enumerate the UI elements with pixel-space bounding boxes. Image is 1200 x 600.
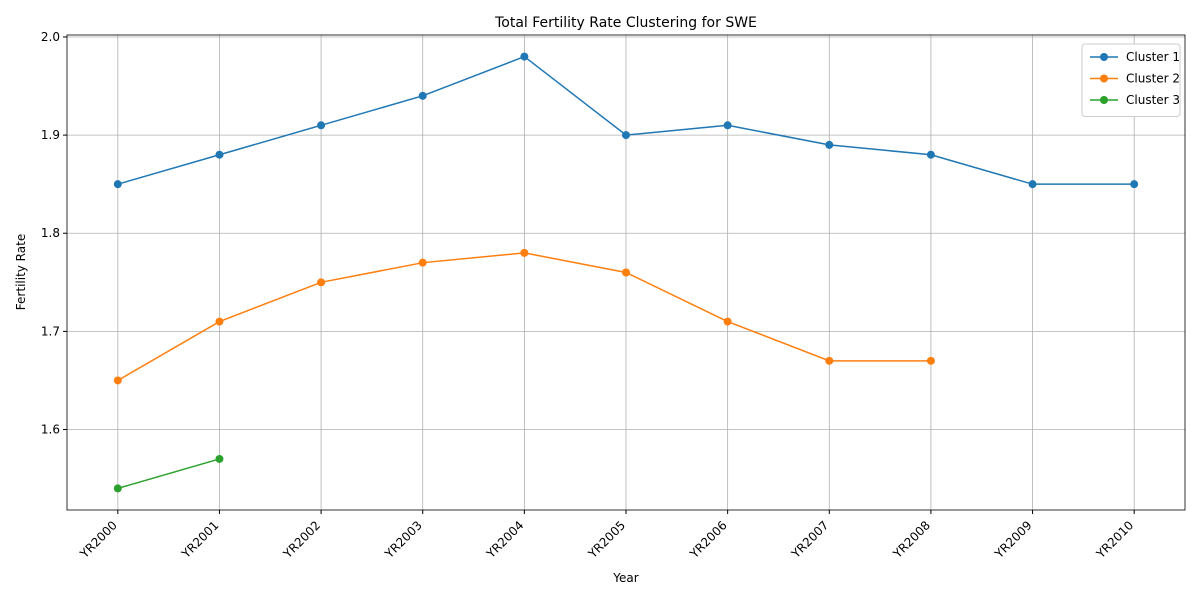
x-tick-label: YR2002: [280, 518, 323, 561]
legend-marker: [1100, 53, 1108, 61]
x-tick-label: YR2009: [991, 518, 1034, 561]
series-line: [117, 458, 220, 490]
x-tick-label: YR2000: [77, 518, 120, 561]
x-tick-label: YR2007: [788, 518, 831, 561]
y-axis-label: Fertility Rate: [14, 234, 28, 310]
marker: [215, 454, 224, 463]
legend-marker: [1100, 96, 1108, 104]
legend-label: Cluster 1: [1126, 50, 1180, 64]
x-tick-label: YR2003: [382, 518, 425, 561]
marker: [622, 131, 630, 140]
y-tick-label: 1.9: [41, 128, 60, 142]
x-tick-label: YR2001: [178, 518, 221, 561]
marker: [825, 356, 834, 365]
marker: [723, 317, 732, 326]
marker: [825, 140, 834, 149]
marker: [215, 150, 224, 159]
marker: [622, 268, 630, 277]
marker: [418, 91, 427, 100]
marker: [113, 376, 122, 385]
legend-label: Cluster 2: [1126, 72, 1180, 86]
legend-marker: [1100, 74, 1108, 83]
x-axis-label: Year: [612, 571, 638, 585]
y-tick-label: 1.6: [41, 423, 60, 437]
y-tick-label: 1.8: [41, 226, 60, 240]
chart-title: Total Fertility Rate Clustering for SWE: [494, 15, 757, 31]
marker: [723, 121, 732, 130]
legend-label: Cluster 3: [1126, 93, 1180, 107]
marker: [113, 484, 122, 493]
y-tick-label: 2.0: [41, 30, 60, 44]
plot-frame: [66, 34, 1186, 511]
x-tick-label: YR2010: [1093, 518, 1136, 561]
marker: [520, 52, 529, 61]
marker: [113, 180, 122, 189]
marker: [1028, 180, 1037, 189]
x-tick-label: YR2004: [483, 518, 526, 561]
marker: [926, 150, 935, 159]
marker: [317, 121, 326, 130]
marker: [317, 278, 326, 287]
marker: [215, 317, 224, 326]
marker: [520, 248, 529, 257]
x-tick-label: YR2005: [585, 518, 628, 561]
x-tick-label: YR2006: [686, 518, 729, 561]
marker: [418, 258, 427, 267]
marker: [1130, 180, 1139, 189]
x-tick-label: YR2008: [890, 518, 933, 561]
y-tick-label: 1.7: [41, 324, 60, 338]
marker: [926, 356, 935, 365]
